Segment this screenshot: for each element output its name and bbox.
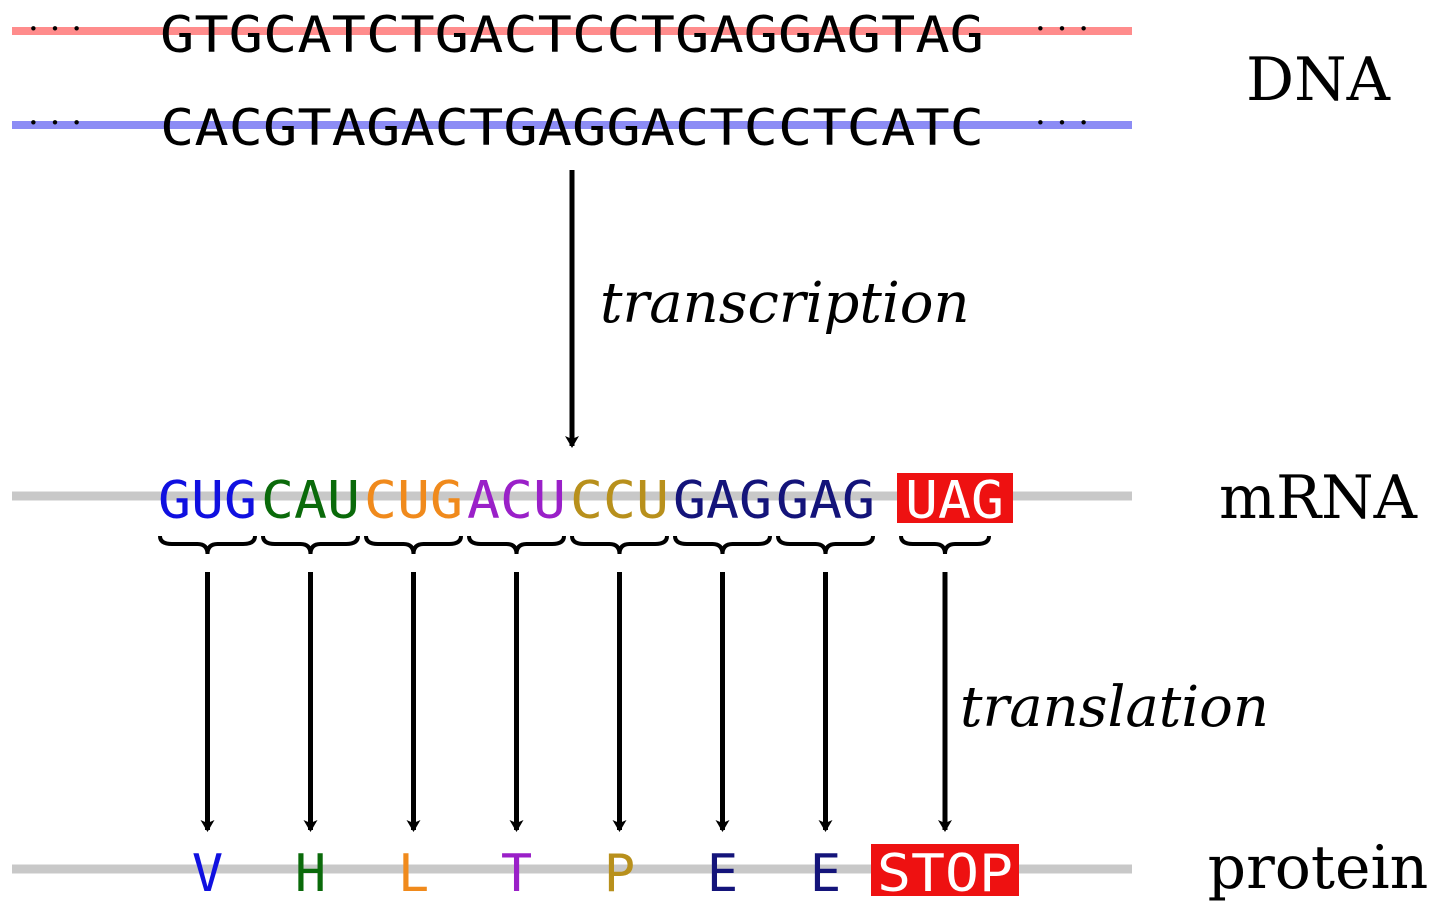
mrna-codons: GUG CAU CUG ACU CCU GAG GAG UAG bbox=[158, 471, 1013, 531]
transcription-step: transcription bbox=[565, 170, 970, 448]
dna-coding-dots-left: · · · bbox=[28, 9, 82, 49]
codon-brace bbox=[261, 535, 360, 555]
codon-brace bbox=[570, 535, 669, 555]
codon-brace bbox=[899, 535, 991, 555]
amino-acid: L bbox=[398, 844, 429, 904]
codon-brace bbox=[158, 535, 257, 555]
codon-brace bbox=[364, 535, 463, 555]
mrna-codon: UAG bbox=[905, 471, 1004, 531]
dna-template-dots-right: · · · bbox=[1035, 103, 1089, 143]
amino-acid: V bbox=[192, 844, 223, 904]
codon-braces bbox=[158, 535, 991, 555]
amino-acid: P bbox=[604, 844, 635, 904]
stop-residue-highlight bbox=[871, 844, 1019, 896]
protein-section: V H L T P E E STOP protein bbox=[12, 833, 1428, 904]
dna-label: DNA bbox=[1246, 45, 1391, 115]
protein-residues: V H L T P E E STOP bbox=[192, 844, 1019, 904]
mrna-codon: ACU bbox=[467, 471, 566, 531]
translation-label: translation bbox=[960, 675, 1269, 740]
amino-acid: E bbox=[707, 844, 738, 904]
codon-brace bbox=[673, 535, 772, 555]
mrna-codon: GAG bbox=[776, 471, 875, 531]
mrna-codon: GAG bbox=[673, 471, 772, 531]
dna-coding-strand: GTGCATCTGACTCCTGAGGAGTAG bbox=[160, 6, 984, 64]
amino-acid: H bbox=[295, 844, 326, 904]
dna-template-strand: CACGTAGACTGAGGACTCCTCATC bbox=[160, 99, 984, 157]
mrna-codon: CCU bbox=[570, 471, 669, 531]
mrna-section: GUG CAU CUG ACU CCU GAG GAG UAG mRNA bbox=[12, 463, 1418, 533]
translation-arrows bbox=[200, 572, 952, 832]
codon-brace bbox=[776, 535, 875, 555]
codon-brace bbox=[467, 535, 566, 555]
amino-acid: E bbox=[810, 844, 841, 904]
stop-codon-highlight bbox=[897, 473, 1013, 523]
transcription-label: transcription bbox=[600, 271, 970, 336]
dna-section: · · · · · · · · · · · · GTGCATCTGACTCCTG… bbox=[12, 6, 1391, 157]
amino-acid: T bbox=[501, 844, 532, 904]
dna-template-dots-left: · · · bbox=[28, 103, 82, 143]
stop-signal: STOP bbox=[877, 844, 1013, 904]
mrna-codon: GUG bbox=[158, 471, 257, 531]
dna-coding-dots-right: · · · bbox=[1035, 9, 1089, 49]
mrna-codon: CUG bbox=[364, 471, 463, 531]
mrna-codon: CAU bbox=[261, 471, 360, 531]
protein-label: protein bbox=[1208, 833, 1429, 903]
mrna-label: mRNA bbox=[1219, 463, 1418, 533]
translation-step: translation bbox=[158, 535, 1269, 832]
